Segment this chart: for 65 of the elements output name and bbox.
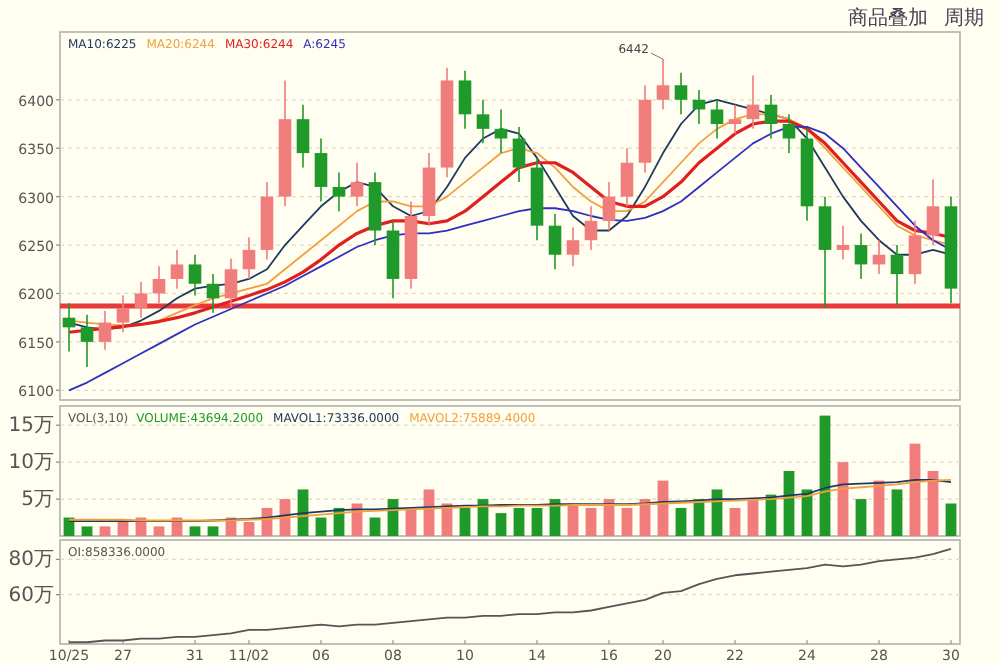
- candlestick: [188, 253, 202, 297]
- text: 周期: [944, 6, 984, 30]
- bar: [495, 513, 507, 536]
- candlestick: [458, 69, 472, 130]
- candlestick: [710, 98, 724, 140]
- bar: [189, 526, 201, 536]
- bar: [153, 526, 165, 536]
- bar: [531, 507, 543, 536]
- candlestick: [584, 205, 598, 251]
- bar: [855, 499, 867, 536]
- candlestick: [224, 257, 238, 309]
- candlestick: [728, 103, 742, 135]
- line-series: [68, 547, 952, 644]
- y-tick-label: 80万: [8, 549, 54, 572]
- candlestick: [350, 161, 364, 208]
- candlestick: [602, 181, 616, 232]
- bar: [891, 489, 903, 536]
- candlestick: [152, 265, 166, 304]
- bar: [819, 415, 831, 536]
- y-tick-label: 10万: [8, 452, 54, 475]
- bar: [81, 526, 93, 536]
- candlestick: [332, 171, 346, 212]
- candlestick: [782, 113, 796, 154]
- bar: [99, 526, 111, 536]
- candlestick: [494, 108, 508, 154]
- candlestick: [314, 137, 328, 203]
- bar: [369, 517, 381, 536]
- bar: [117, 521, 129, 536]
- candlestick: [134, 281, 148, 319]
- candlestick: [116, 294, 130, 334]
- candlestick: [854, 232, 868, 280]
- y-tick-label: 5万: [21, 489, 54, 512]
- candlestick: [746, 74, 760, 130]
- candlestick: [674, 71, 688, 116]
- candlestick: [476, 98, 490, 145]
- bar: [729, 507, 741, 536]
- bar: [243, 521, 255, 536]
- candlestick: [98, 310, 112, 351]
- bar: [513, 507, 525, 536]
- y-tick-label: 60万: [8, 584, 54, 607]
- y-tick-label: 15万: [8, 415, 54, 438]
- candlestick: [206, 273, 220, 314]
- bar: [459, 507, 471, 536]
- candlestick: [908, 220, 922, 285]
- candlestick: [836, 224, 850, 261]
- candlestick: [890, 244, 904, 306]
- candlestick: [242, 236, 256, 280]
- candlestick: [80, 313, 94, 368]
- candlestick: [656, 58, 670, 111]
- candlestick: [170, 249, 184, 290]
- candlestick: [620, 147, 634, 208]
- candlestick: [296, 103, 310, 169]
- candlestick: [926, 178, 940, 246]
- candlestick: [566, 226, 580, 268]
- bar: [945, 503, 957, 536]
- candlestick: [548, 213, 562, 271]
- bar: [621, 507, 633, 536]
- bar: [585, 507, 597, 536]
- candlestick: [512, 126, 526, 183]
- candlestick: [764, 94, 778, 140]
- bar: [207, 526, 219, 536]
- bar: [675, 507, 687, 536]
- bar: [315, 517, 327, 536]
- text: 商品叠加: [848, 6, 928, 30]
- candlestick: [818, 195, 832, 309]
